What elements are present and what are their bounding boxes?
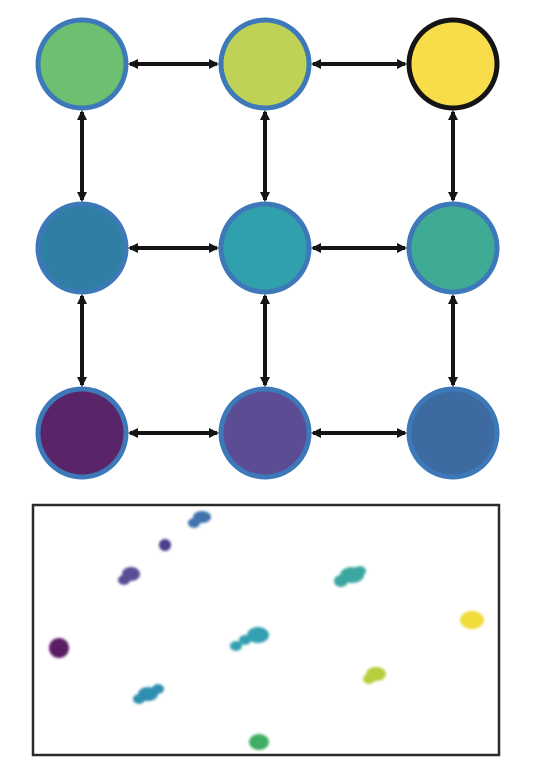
graph-node-r2c1 (218, 386, 312, 480)
embedding-point (247, 627, 269, 643)
embedding-point (159, 539, 171, 551)
embedding-point (363, 674, 375, 684)
embedding-point (249, 734, 269, 750)
embedding-point (239, 635, 251, 645)
embedding-point (152, 684, 164, 694)
graph-node-r1c2 (406, 201, 500, 295)
embedding-point (188, 518, 200, 528)
embedding-point (334, 575, 348, 587)
embedding-point (230, 641, 242, 651)
embedding-cluster-r1c2 (334, 566, 366, 587)
graph-node-r1c0 (35, 201, 129, 295)
embedding-cluster-r1c1 (230, 627, 269, 651)
embedding-cluster-r0c0 (249, 734, 269, 750)
embedding-cluster-r2c1 (118, 567, 140, 585)
embedding-point (49, 638, 69, 658)
graph-node-r0c0 (35, 17, 129, 111)
embedding-cluster-r2c1 (159, 539, 171, 551)
embedding-point (460, 611, 484, 629)
graph-node-r0c2 (406, 17, 500, 111)
edges-layer (77, 59, 458, 438)
graph-node-r1c1 (218, 201, 312, 295)
graph-node-r0c1 (218, 17, 312, 111)
embedding-point (118, 575, 130, 585)
embedding-cluster-r0c1 (363, 667, 386, 684)
embedding-cluster-r1c0 (133, 684, 164, 704)
graph-node-r2c2 (406, 386, 500, 480)
embedding-cluster-r2c0 (49, 638, 69, 658)
nodes-layer (35, 17, 500, 480)
embedding-cluster-r0c2 (460, 611, 484, 629)
embedding-point (133, 694, 145, 704)
clusters-layer (49, 511, 484, 750)
embedding-cluster-r2c2 (188, 511, 211, 528)
embedding-point (354, 566, 366, 576)
graph-node-r2c0 (35, 386, 129, 480)
